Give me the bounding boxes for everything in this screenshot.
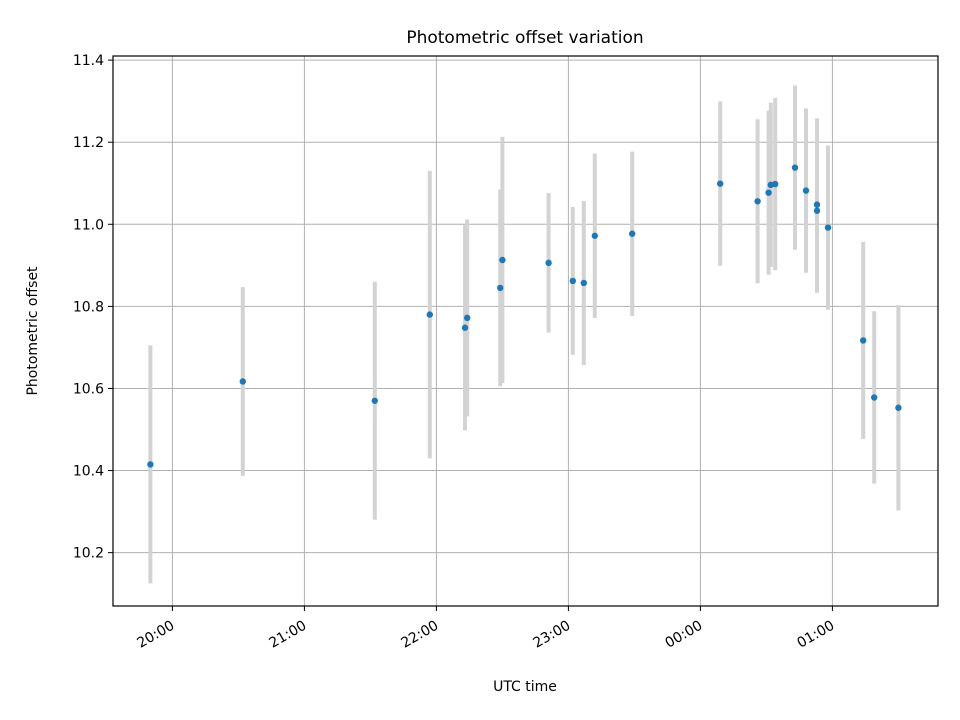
data-point <box>754 198 761 205</box>
data-point <box>802 187 810 194</box>
data-point <box>580 279 587 287</box>
data-point <box>426 311 433 318</box>
data-point <box>813 207 821 214</box>
data-point <box>371 397 378 404</box>
data-point <box>717 180 724 187</box>
y-axis-ticks: 10.2 10.4 10.6 10.8 11.0 11.2 11.4 <box>73 53 113 562</box>
chart-title: Photometric offset variation <box>406 28 643 48</box>
data-point <box>239 378 246 385</box>
y-tick-label: 10.2 <box>73 546 104 562</box>
y-tick-label: 11.4 <box>73 53 104 69</box>
data-point <box>895 404 902 411</box>
grid <box>113 56 938 606</box>
data-point <box>629 230 636 237</box>
data-point <box>569 277 576 285</box>
data-point <box>147 461 154 468</box>
data-point <box>591 232 598 239</box>
y-tick-label: 10.6 <box>73 381 104 397</box>
data-point <box>545 259 552 267</box>
plot-frame <box>112 55 939 607</box>
data-point <box>772 180 779 188</box>
y-tick-label: 11.0 <box>73 217 104 233</box>
data-point <box>813 201 821 208</box>
data-point <box>461 324 469 331</box>
data-point <box>497 284 504 292</box>
data-point <box>871 394 878 401</box>
y-tick-label: 11.2 <box>73 135 104 151</box>
y-axis-label: Photometric offset <box>25 266 41 396</box>
y-tick-label: 10.8 <box>73 299 104 315</box>
data-point <box>499 256 506 264</box>
x-axis-label: UTC time <box>493 679 557 695</box>
y-tick-label: 10.4 <box>73 464 104 480</box>
data-point <box>791 164 799 171</box>
data-point <box>765 189 772 196</box>
data-point <box>824 224 832 231</box>
data-point <box>464 314 471 322</box>
data-points <box>147 164 902 468</box>
data-point <box>860 337 867 344</box>
